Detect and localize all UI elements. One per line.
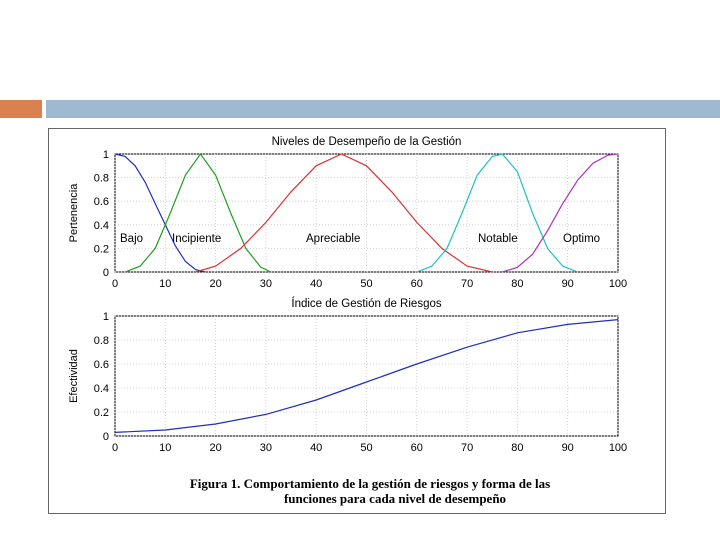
series-line-optimo [502,153,619,273]
y-tick-label: 0.2 [94,243,109,255]
x-tick-label: 60 [411,442,423,454]
x-tick-label: 20 [209,278,221,290]
x-tick-label: 70 [461,442,473,454]
series-line-incipiente [124,152,272,273]
series-line-notable [416,153,579,273]
y-tick-label: 1 [103,311,109,323]
annotation-bajo: Bajo [120,233,143,245]
x-tick-label: 10 [159,278,171,290]
x-tick-label: 90 [562,278,574,290]
x-tick-label: 50 [360,278,372,290]
x-tick-label: 70 [461,278,473,290]
x-tick-label: 0 [112,442,118,454]
chart-title: Niveles de Desempeño de la Gestión [272,136,462,148]
y-tick-label: 0 [103,267,109,279]
x-tick-label: 40 [310,442,322,454]
plot-area-1 [114,153,619,273]
accent-bar [0,100,42,118]
x-tick-label: 100 [609,442,627,454]
header-bar [46,100,720,118]
y-tick-label: 0.8 [94,173,109,185]
x-tick-label: 80 [511,278,523,290]
y-tick-label: 0.2 [94,407,109,419]
x-tick-label: 30 [260,278,272,290]
y-tick-label: 0.4 [94,383,109,395]
x-tick-label: 50 [360,442,372,454]
y-tick-label: 0.6 [94,359,109,371]
x-tick-label: 90 [562,442,574,454]
annotation-optimo: Optimo [563,233,600,245]
x-tick-label: 20 [209,442,221,454]
annotation-incipiente: Incipiente [172,233,221,245]
x-tick-label: 0 [112,278,118,290]
figure-caption-line2: funciones para cada nivel de desempeño [283,491,507,506]
y-tick-label: 0 [103,431,109,443]
y-tick-label: 0.8 [94,335,109,347]
x-tick-label: 10 [159,442,171,454]
series-line-apreciable [195,153,493,273]
x-tick-label: 60 [411,278,423,290]
x-tick-label: 30 [260,442,272,454]
y-axis-label: Pertenencia [68,183,80,243]
y-tick-label: 0.6 [94,196,109,208]
y-axis-label: Efectividad [68,349,80,403]
x-axis-label: Índice de Gestión de Riesgos [291,297,441,310]
series-line-2 [114,319,619,433]
x-tick-label: 80 [511,442,523,454]
series-line-bajo [114,153,206,273]
annotation-apreciable: Apreciable [306,233,360,245]
figure-caption-line1: Figura 1. Comportamiento de la gestión d… [189,476,551,491]
x-tick-label: 100 [609,278,627,290]
y-tick-label: 1 [103,149,109,161]
y-tick-label: 0.4 [94,220,109,232]
x-tick-label: 40 [310,278,322,290]
annotation-notable: Notable [478,233,518,245]
